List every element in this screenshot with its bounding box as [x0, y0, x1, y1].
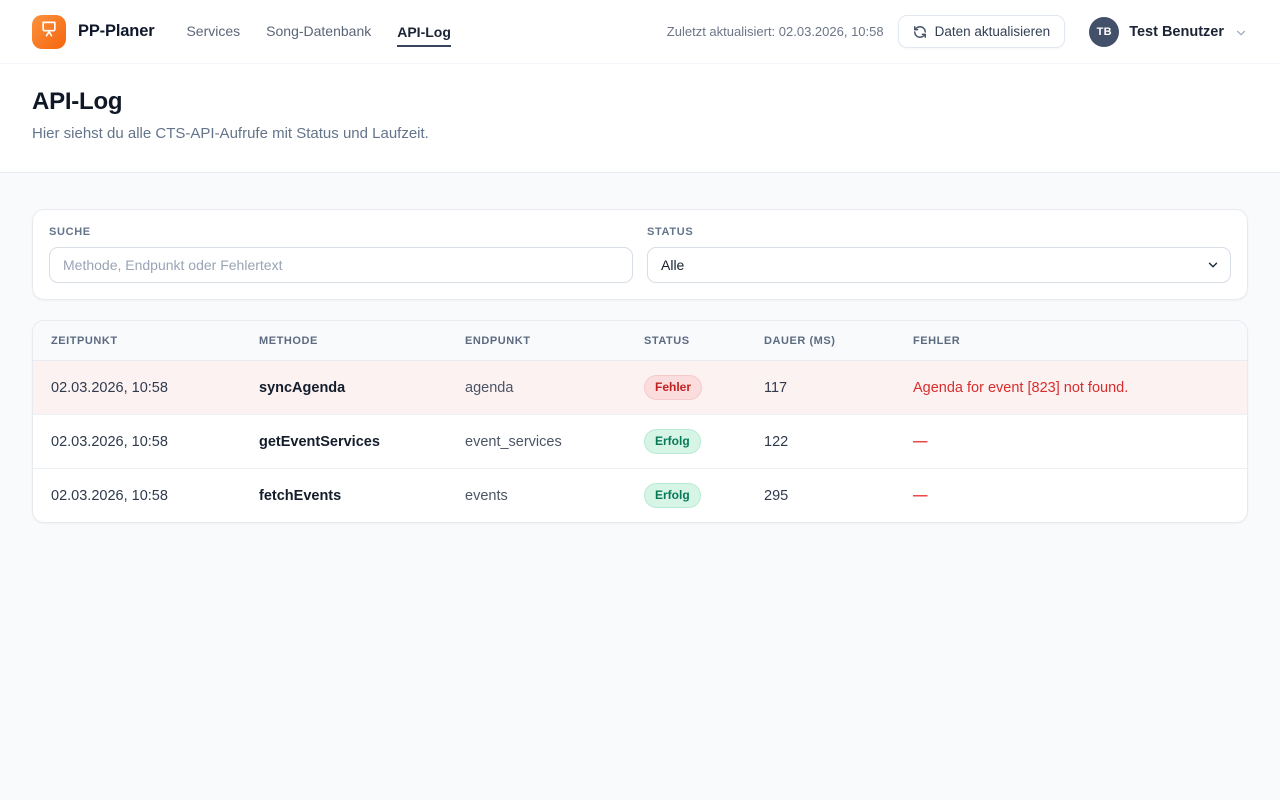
page-title: API-Log [32, 88, 123, 115]
no-error-dash: — [913, 433, 928, 450]
cell-fehler: — [895, 414, 1247, 469]
main-content: SUCHE STATUS Alle [0, 173, 1280, 523]
status-field-group: STATUS Alle [647, 226, 1231, 283]
api-log-table: ZEITPUNKT METHODE ENDPUNKT STATUS DAUER … [33, 321, 1247, 522]
column-header-endpunkt: ENDPUNKT [447, 321, 626, 361]
cell-status: Erfolg [626, 469, 746, 523]
nav-item-song-datenbank[interactable]: Song-Datenbank [266, 22, 372, 39]
search-field-group: SUCHE [49, 226, 633, 283]
table-header-row: ZEITPUNKT METHODE ENDPUNKT STATUS DAUER … [33, 321, 1247, 361]
brand-name: PP-Planer [78, 22, 155, 40]
search-label: SUCHE [49, 226, 91, 238]
cell-methode: fetchEvents [259, 487, 342, 504]
filter-card: SUCHE STATUS Alle [32, 209, 1248, 300]
cell-dauer: 122 [746, 414, 895, 469]
table-row: 02.03.2026, 10:58 fetchEvents events Erf… [33, 469, 1247, 523]
top-bar: PP-Planer Services Song-Datenbank API-Lo… [0, 0, 1280, 64]
refresh-icon [913, 25, 927, 39]
cell-fehler: — [895, 469, 1247, 523]
search-input[interactable] [49, 247, 633, 283]
status-select-wrap: Alle [647, 247, 1231, 283]
nav-item-api-log[interactable]: API-Log [397, 24, 451, 47]
cell-endpunkt: agenda [447, 360, 626, 415]
refresh-data-button[interactable]: Daten aktualisieren [897, 15, 1066, 48]
topbar-right: Zuletzt aktualisiert: 02.03.2026, 10:58 … [667, 15, 1248, 48]
column-header-fehler: FEHLER [895, 321, 1247, 361]
column-header-dauer: DAUER (MS) [746, 321, 895, 361]
api-log-table-card: ZEITPUNKT METHODE ENDPUNKT STATUS DAUER … [32, 320, 1248, 523]
column-header-status: STATUS [626, 321, 746, 361]
user-menu[interactable]: TB Test Benutzer [1089, 16, 1248, 47]
status-label: STATUS [647, 226, 694, 238]
page-subtitle: Hier siehst du alle CTS-API-Aufrufe mit … [32, 125, 429, 142]
cell-status: Erfolg [626, 414, 746, 469]
status-badge: Fehler [644, 375, 703, 400]
cell-zeitpunkt: 02.03.2026, 10:58 [51, 487, 168, 504]
cell-methode: syncAgenda [241, 360, 447, 415]
status-badge: Erfolg [644, 429, 701, 454]
column-header-zeitpunkt: ZEITPUNKT [33, 321, 241, 361]
cell-zeitpunkt: 02.03.2026, 10:58 [33, 360, 241, 415]
error-message: Agenda for event [823] not found. [913, 379, 1129, 396]
table-row: 02.03.2026, 10:58 getEventServices event… [33, 414, 1247, 469]
last-updated-text: Zuletzt aktualisiert: 02.03.2026, 10:58 [666, 24, 884, 39]
cell-dauer: 295 [764, 487, 789, 504]
no-error-dash: — [913, 487, 928, 504]
cell-zeitpunkt: 02.03.2026, 10:58 [33, 414, 241, 469]
user-name: Test Benutzer [1129, 23, 1224, 40]
nav-item-services[interactable]: Services [186, 22, 241, 39]
column-header-methode: METHODE [241, 321, 447, 361]
cell-fehler: Agenda for event [823] not found. [895, 360, 1247, 415]
main-nav: Services Song-Datenbank API-Log [186, 22, 451, 47]
cell-status: Fehler [626, 360, 746, 415]
presentation-icon [39, 19, 59, 44]
status-select[interactable]: Alle [647, 247, 1231, 283]
refresh-button-label: Daten aktualisieren [934, 24, 1051, 39]
page-head: API-Log Hier siehst du alle CTS-API-Aufr… [0, 64, 1280, 173]
app-logo [32, 14, 66, 49]
chevron-down-icon [1234, 24, 1248, 40]
status-badge: Erfolg [644, 483, 701, 508]
table-row: 02.03.2026, 10:58 syncAgenda agenda Fehl… [33, 360, 1247, 415]
cell-dauer: 117 [746, 360, 895, 415]
avatar: TB [1089, 16, 1120, 47]
cell-endpunkt: events [465, 487, 508, 504]
cell-endpunkt: event_services [447, 414, 626, 469]
cell-methode: getEventServices [241, 414, 447, 469]
